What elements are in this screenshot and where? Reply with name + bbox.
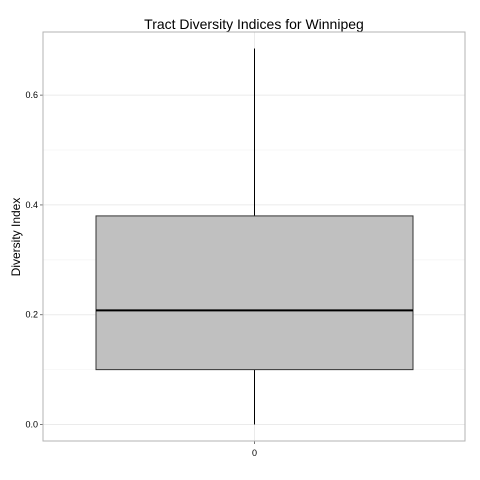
x-tick-label: 0 [252,448,257,458]
y-tick-label: 0.4 [25,200,38,210]
y-axis-label: Diversity Index [9,198,23,277]
panel-border [42,31,466,442]
y-tick-label: 0.2 [25,310,38,320]
interquartile-box [95,215,414,371]
chart-title: Tract Diversity Indices for Winnipeg [144,16,364,32]
tick-labels: 0.0 0.2 0.4 0.6 0 [25,90,257,458]
box-layer [95,48,414,425]
y-tick-label: 0.0 [25,420,38,430]
y-tick-label: 0.6 [25,90,38,100]
